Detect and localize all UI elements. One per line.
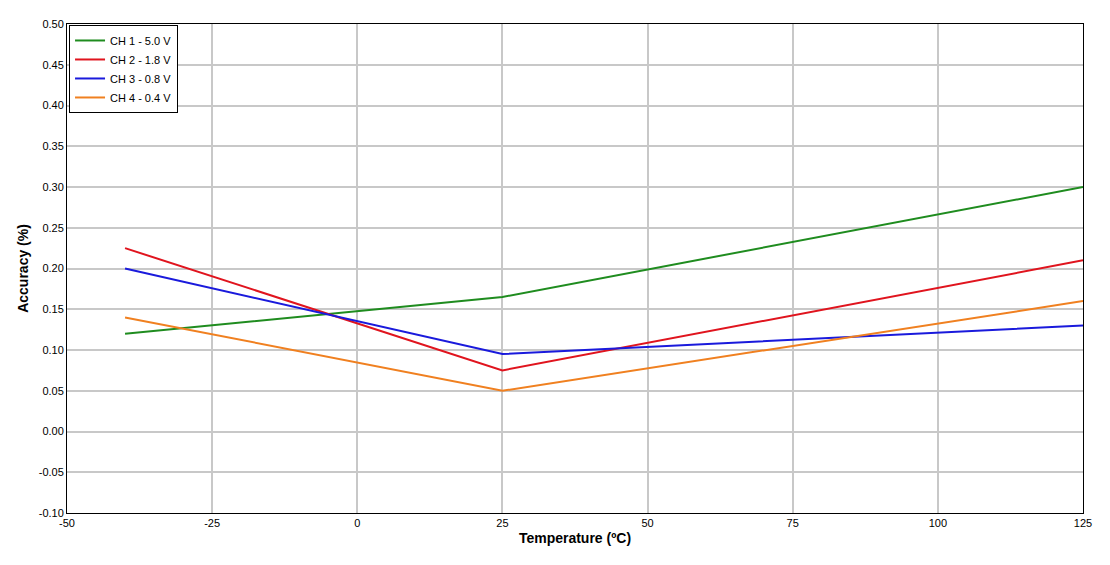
- svg-text:0.30: 0.30: [42, 181, 63, 193]
- svg-text:0.40: 0.40: [42, 99, 63, 111]
- svg-text:Accuracy (%): Accuracy (%): [15, 224, 31, 313]
- svg-text:-50: -50: [59, 517, 75, 529]
- svg-text:Temperature (ºC): Temperature (ºC): [519, 530, 631, 546]
- svg-text:0.45: 0.45: [42, 59, 63, 71]
- svg-text:0.25: 0.25: [42, 222, 63, 234]
- svg-text:-0.10: -0.10: [39, 507, 64, 519]
- svg-text:0: 0: [354, 517, 360, 529]
- svg-text:125: 125: [1074, 517, 1092, 529]
- svg-text:75: 75: [787, 517, 799, 529]
- svg-text:0.20: 0.20: [42, 262, 63, 274]
- svg-text:0.15: 0.15: [42, 303, 63, 315]
- svg-text:25: 25: [496, 517, 508, 529]
- svg-text:100: 100: [929, 517, 947, 529]
- svg-text:CH 3 - 0.8 V: CH 3 - 0.8 V: [110, 73, 171, 85]
- svg-text:0.35: 0.35: [42, 140, 63, 152]
- svg-text:0.00: 0.00: [42, 425, 63, 437]
- svg-text:0.05: 0.05: [42, 385, 63, 397]
- svg-text:CH 4 - 0.4 V: CH 4 - 0.4 V: [110, 92, 171, 104]
- svg-text:0.50: 0.50: [42, 18, 63, 30]
- svg-text:-0.05: -0.05: [39, 466, 64, 478]
- svg-text:50: 50: [641, 517, 653, 529]
- svg-text:0.10: 0.10: [42, 344, 63, 356]
- svg-text:CH 1 - 5.0 V: CH 1 - 5.0 V: [110, 35, 171, 47]
- svg-text:CH 2 - 1.8 V: CH 2 - 1.8 V: [110, 54, 171, 66]
- svg-text:-25: -25: [204, 517, 220, 529]
